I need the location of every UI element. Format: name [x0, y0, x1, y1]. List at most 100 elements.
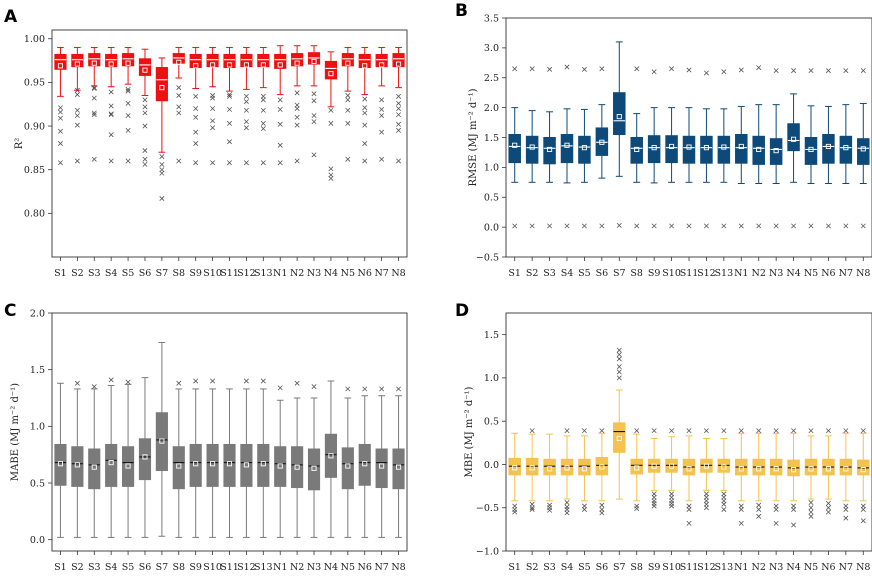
iqr-box [717, 135, 731, 164]
x-tick-label: S5 [578, 268, 591, 279]
x-tick-label: N7 [374, 562, 388, 573]
y-tick-label: 1.0 [484, 163, 499, 174]
box-n2 [291, 45, 304, 164]
outlier-point [396, 386, 402, 392]
mean-marker [294, 464, 300, 470]
outlier-point [108, 158, 114, 164]
box-n8 [392, 386, 405, 538]
box-s9 [647, 428, 661, 509]
mean-marker [311, 465, 317, 471]
box-s12 [700, 428, 713, 511]
box-s7 [155, 57, 168, 201]
outlier-point [379, 97, 385, 103]
iqr-box [613, 422, 626, 453]
outlier-point [825, 509, 831, 515]
outlier-point [564, 510, 570, 516]
iqr-box [630, 458, 643, 475]
box-s11 [682, 428, 696, 526]
panel-letter: C [4, 301, 16, 321]
outlier-point [825, 223, 831, 229]
x-tick-label: N8 [856, 562, 870, 573]
outlier-point [74, 380, 80, 386]
outlier-point [396, 93, 402, 99]
box-s13 [717, 69, 731, 229]
box-s4 [560, 64, 574, 229]
iqr-box [525, 135, 539, 164]
x-tick-label: S13 [254, 268, 273, 279]
outlier-point [738, 223, 744, 229]
outlier-point [345, 92, 351, 98]
outlier-point [686, 520, 692, 526]
outlier-point [176, 158, 182, 164]
y-tick-label: 3.0 [484, 43, 499, 54]
box-s2 [525, 66, 539, 229]
x-tick-label: S9 [189, 268, 202, 279]
outlier-point [176, 85, 182, 91]
x-tick-label: S7 [156, 268, 169, 279]
outlier-point [860, 428, 866, 434]
outlier-point [379, 156, 385, 162]
plot-frame [505, 312, 872, 552]
mean-marker [395, 61, 402, 67]
mean-marker [529, 144, 535, 150]
x-tick-label: N8 [391, 562, 405, 573]
x-tick-label: N6 [358, 268, 372, 279]
outlier-point [294, 114, 300, 120]
x-tick-label: S2 [526, 562, 539, 573]
box-s11 [223, 46, 236, 166]
outlier-point [860, 506, 866, 512]
outlier-point [396, 106, 402, 112]
outlier-point [634, 223, 640, 229]
x-tick-label: S5 [122, 562, 135, 573]
box-s9 [189, 378, 202, 538]
box-n2 [752, 65, 765, 229]
mean-marker [142, 454, 148, 460]
mean-marker [193, 63, 199, 69]
x-tick-label: N1 [273, 562, 287, 573]
outlier-point [362, 105, 368, 111]
box-s1 [54, 46, 67, 166]
outlier-point [808, 509, 814, 515]
x-tick-label: N4 [324, 562, 338, 573]
mean-marker [825, 466, 831, 472]
mean-marker [547, 146, 553, 153]
outlier-point [669, 428, 675, 434]
box-n4 [324, 380, 338, 538]
outlier-point [547, 507, 553, 513]
box-s8 [630, 66, 643, 229]
outlier-point [791, 68, 797, 74]
y-tick-label: 1.0 [30, 422, 45, 433]
x-tick-label: S1 [54, 562, 67, 573]
box-s13 [717, 428, 731, 512]
mean-marker [125, 60, 131, 66]
outlier-point [345, 97, 351, 103]
outlier-point [634, 428, 640, 434]
outlier-point [564, 500, 570, 506]
outlier-point [57, 109, 63, 115]
outlier-point [362, 96, 368, 102]
outlier-point [193, 141, 199, 146]
iqr-box [358, 443, 371, 486]
iqr-box [508, 134, 521, 164]
y-tick-label: 0.0 [484, 460, 499, 471]
outlier-point [227, 106, 232, 112]
outlier-point [669, 66, 675, 72]
mean-marker [634, 146, 640, 153]
iqr-box [324, 60, 338, 80]
x-tick-label: S11 [220, 268, 239, 279]
outlier-point [756, 65, 762, 71]
box-s7 [613, 347, 626, 500]
mean-marker [108, 460, 114, 466]
outlier-point [616, 364, 622, 370]
outlier-point [57, 141, 63, 146]
outlier-point [686, 223, 692, 229]
outlier-point [843, 515, 849, 521]
mean-marker [74, 61, 80, 67]
x-tick-label: S13 [254, 562, 273, 573]
mean-marker [651, 145, 657, 151]
box-s2 [71, 46, 84, 164]
y-tick-label: 0.95 [24, 78, 45, 89]
outlier-point [396, 112, 402, 118]
mean-marker [159, 438, 165, 444]
box-s6 [138, 377, 152, 538]
